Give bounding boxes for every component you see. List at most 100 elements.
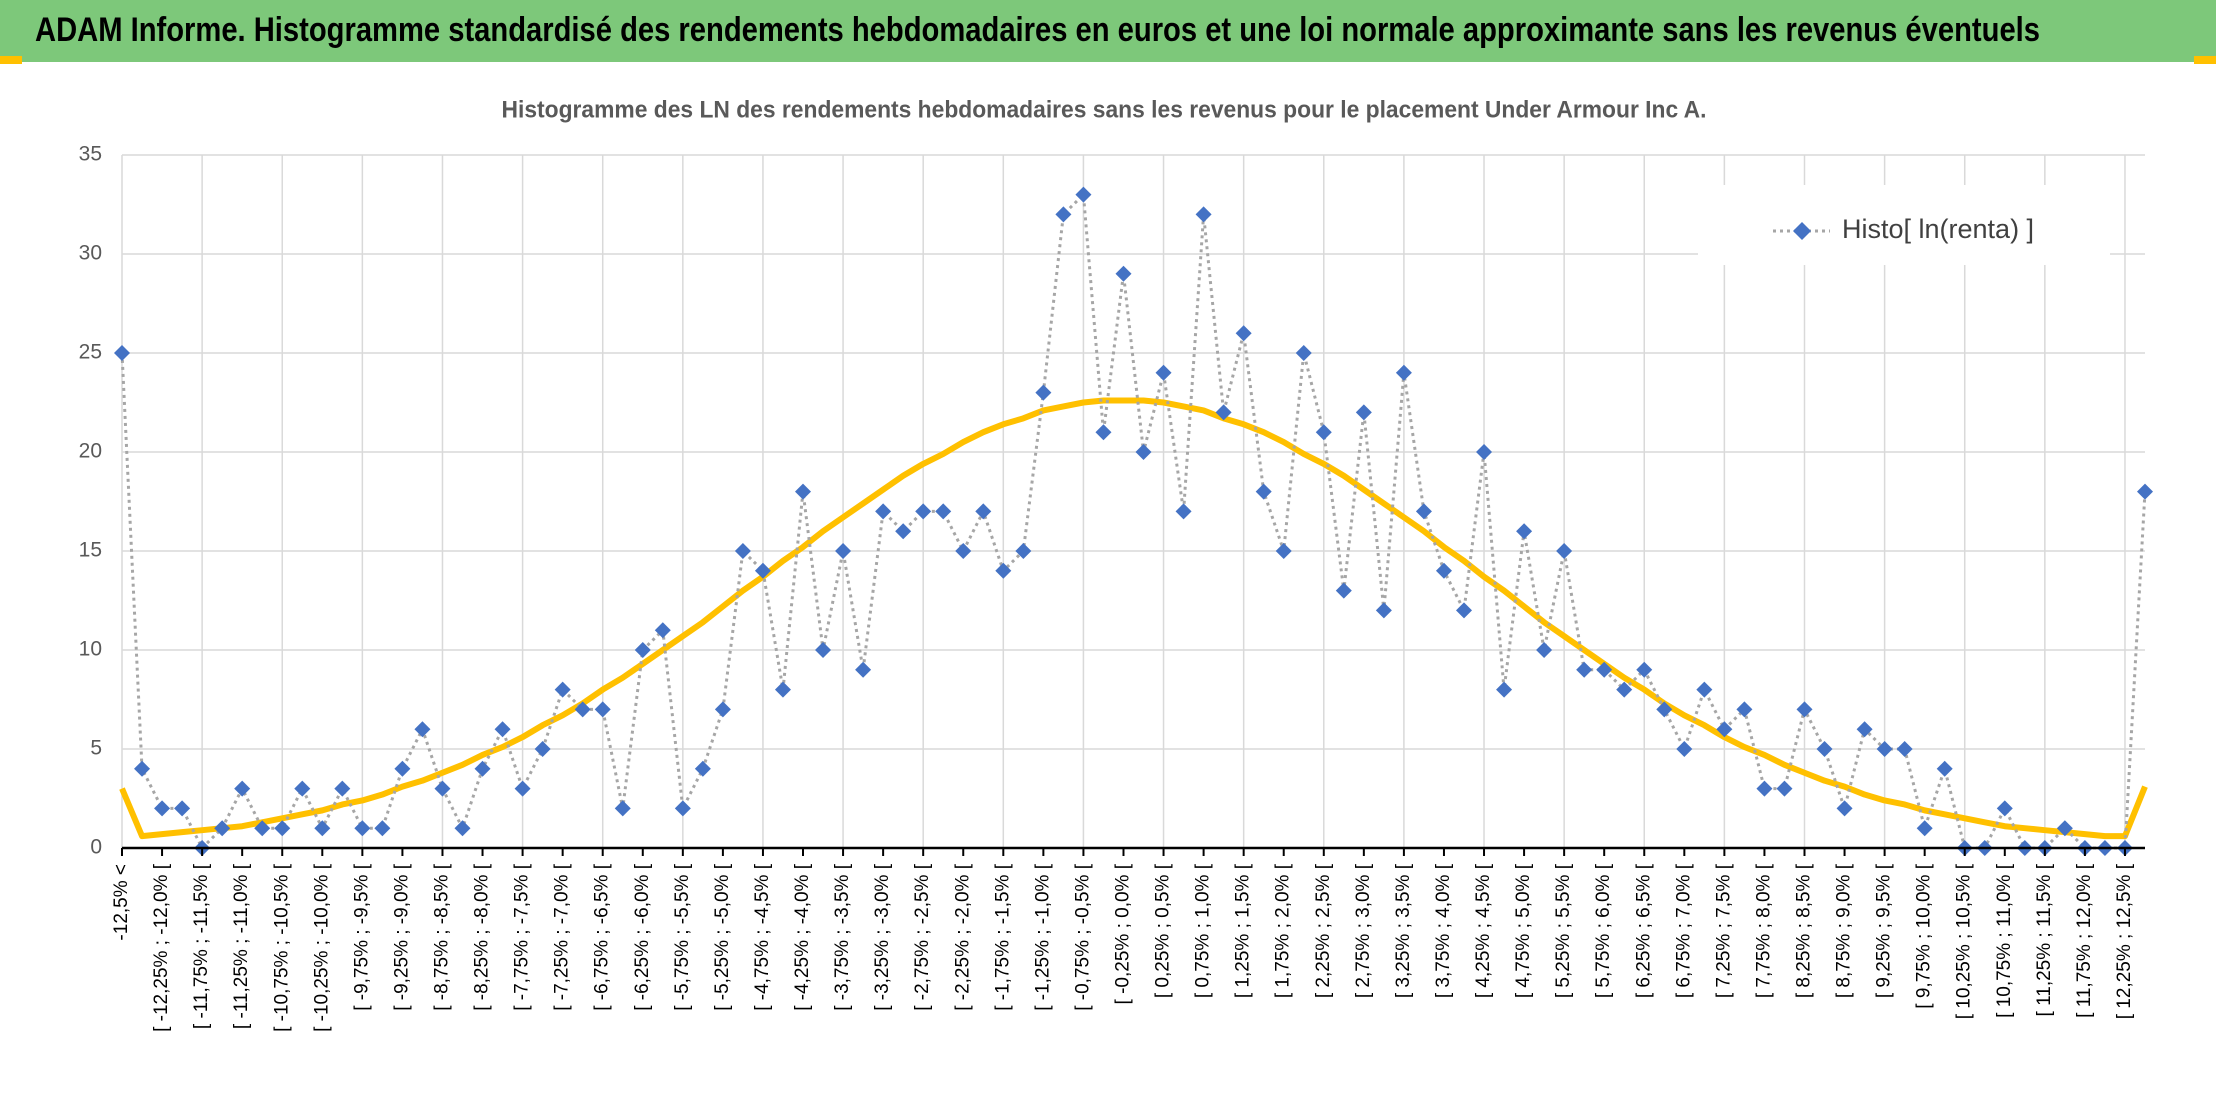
diamond-marker (1355, 404, 1372, 421)
x-tick-label: [ 5,75% ; 6,0% [ (1593, 863, 1614, 998)
x-tick-label: [ -4,25% ; -4,0% [ (792, 863, 813, 1011)
diamond-marker (795, 483, 812, 500)
diamond-marker (1716, 721, 1733, 738)
x-tick-label: [ 4,75% ; 5,0% [ (1513, 863, 1534, 998)
diamond-marker (1015, 543, 1032, 559)
diamond-marker (815, 642, 832, 658)
diamond-marker (1315, 424, 1332, 441)
legend-box (1698, 185, 2110, 265)
diamond-marker (2137, 483, 2153, 500)
x-tick-label: [ -10,75% ; -10,5% [ (271, 863, 292, 1032)
diamond-marker (1816, 741, 1833, 757)
diamond-marker (274, 820, 291, 837)
corner (0, 56, 22, 64)
diamond-marker (314, 820, 331, 837)
x-tick-label: [ 3,25% ; 3,5% [ (1393, 863, 1414, 998)
diamond-marker (1375, 602, 1392, 619)
x-tick-label: [ -2,75% ; -2,5% [ (912, 863, 933, 1011)
diamond-marker (1836, 800, 1853, 817)
diamond-marker (1095, 424, 1112, 441)
x-tick-label: [ -1,25% ; -1,0% [ (1032, 863, 1053, 1011)
diamond-marker (1596, 661, 1613, 678)
diamond-marker (1856, 721, 1873, 738)
x-tick-label: [ 4,25% ; 4,5% [ (1473, 863, 1494, 998)
diamond-marker (494, 721, 511, 738)
x-tick-label: [ 7,75% ; 8,0% [ (1753, 863, 1774, 998)
diamond-marker (995, 562, 1012, 579)
diamond-marker (1496, 681, 1513, 698)
diamond-marker (554, 681, 571, 698)
diamond-marker (1115, 265, 1132, 282)
diamond-marker (1756, 780, 1773, 797)
y-tick-label: 5 (90, 737, 102, 760)
x-tick-label: [ 8,75% ; 9,0% [ (1834, 863, 1855, 998)
diamond-marker (1395, 364, 1412, 381)
diamond-marker (1616, 681, 1633, 698)
x-tick-label: [ -12,25% ; -12,0% [ (151, 863, 172, 1032)
x-tick-label: [ 8,25% ; 8,5% [ (1794, 863, 1815, 998)
diamond-marker (1576, 661, 1593, 678)
diamond-marker (1335, 582, 1352, 599)
x-tick-label: [ 12,25% ; 12,5% [ (2114, 863, 2135, 1019)
diamond-marker (614, 800, 631, 817)
diamond-marker (1996, 800, 2013, 817)
x-tick-label: [ 3,75% ; 4,0% [ (1433, 863, 1454, 998)
diamond-marker (1536, 642, 1553, 658)
diamond-marker (174, 800, 191, 817)
x-tick-label: [ 6,75% ; 7,0% [ (1673, 863, 1694, 998)
normal-curve (119, 397, 2148, 840)
x-tick-label: [ -6,75% ; -6,5% [ (592, 863, 613, 1011)
diamond-marker (2056, 820, 2073, 837)
diamond-marker (1676, 741, 1693, 757)
diamond-marker (1476, 444, 1493, 460)
diamond-marker (1736, 701, 1753, 718)
header-band (0, 0, 2216, 62)
diamond-marker (1636, 661, 1653, 678)
diamond-marker (534, 741, 551, 757)
diamond-marker (114, 345, 130, 361)
diamond-marker (734, 543, 751, 559)
diamond-marker (1556, 543, 1573, 559)
diamond-marker (1455, 602, 1472, 619)
y-tick-label: 35 (79, 143, 102, 166)
x-tick-label: [ -3,25% ; -3,0% [ (872, 863, 893, 1011)
diamond-marker (1516, 523, 1533, 540)
x-tick-label: [ 2,25% ; 2,5% [ (1313, 863, 1334, 998)
x-tick-label: [ -0,25% ; 0,0% [ (1113, 863, 1134, 1004)
diamond-marker (1175, 503, 1192, 520)
header-title: ADAM Informe. Histogramme standardisé de… (35, 11, 2040, 49)
x-tick-label: [ 6,25% ; 6,5% [ (1633, 863, 1654, 998)
diamond-marker (434, 780, 451, 797)
diamond-marker (674, 800, 691, 817)
x-tick-label: [ -5,25% ; -5,0% [ (712, 863, 733, 1011)
diamond-marker (1135, 444, 1152, 460)
diamond-marker (975, 503, 992, 520)
x-tick-label: [ -1,75% ; -1,5% [ (992, 863, 1013, 1011)
x-tick-label: [ 1,25% ; 1,5% [ (1233, 863, 1254, 998)
x-tick-label: [ 5,25% ; 5,5% [ (1553, 863, 1574, 998)
diamond-marker (254, 820, 271, 837)
diamond-marker (694, 760, 711, 777)
diamond-marker (1055, 206, 1072, 223)
x-tick-label: [ 9,75% ; 10,0% [ (1914, 863, 1935, 1008)
diamond-marker (1936, 760, 1953, 777)
legend-label: Histo[ ln(renta) ] (1842, 214, 2034, 244)
x-tick-label: [ -11,25% ; -11,0% [ (231, 863, 252, 1029)
diamond-marker (835, 543, 852, 559)
diamond-marker (454, 820, 471, 837)
diamond-marker (1275, 543, 1292, 559)
diamond-marker (514, 780, 531, 797)
diamond-marker (1035, 384, 1052, 401)
x-tick-label: [ 9,25% ; 9,5% [ (1874, 863, 1895, 998)
y-tick-label: 0 (90, 836, 102, 859)
diamond-marker (1435, 562, 1452, 579)
diamond-marker (1235, 325, 1252, 342)
diamond-marker (855, 661, 872, 678)
y-tick-label: 10 (79, 638, 102, 661)
diamond-marker (895, 523, 912, 540)
x-tick-label: -12,5% < (111, 864, 132, 941)
diamond-marker (294, 780, 311, 797)
series-line (120, 193, 2147, 850)
diamond-marker (875, 503, 892, 520)
